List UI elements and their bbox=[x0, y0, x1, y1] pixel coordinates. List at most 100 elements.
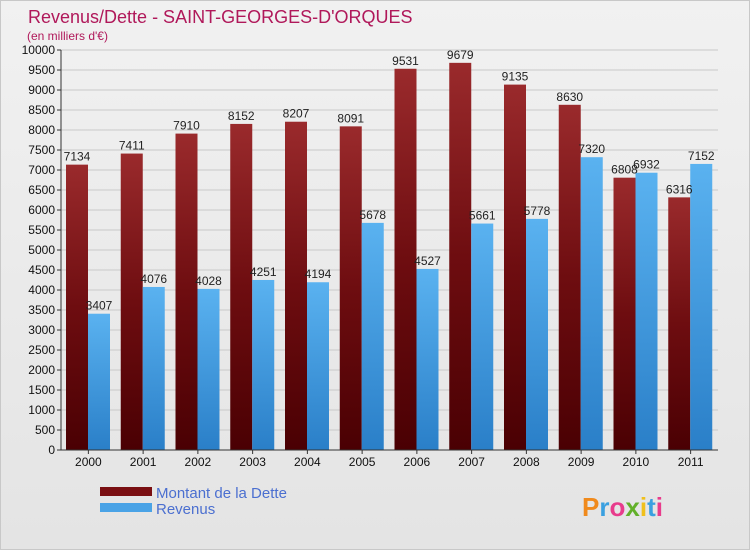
y-tick-label: 4500 bbox=[28, 263, 55, 277]
x-tick-label: 2006 bbox=[404, 455, 431, 469]
x-tick-label: 2008 bbox=[513, 455, 540, 469]
debt-bar bbox=[175, 133, 198, 450]
y-tick-label: 10000 bbox=[22, 43, 56, 57]
y-tick-label: 0 bbox=[48, 443, 55, 457]
x-tick-label: 2011 bbox=[678, 455, 704, 469]
y-tick-label: 6500 bbox=[28, 183, 55, 197]
y-tick-label: 9500 bbox=[28, 63, 55, 77]
debt-value-label: 8207 bbox=[283, 107, 310, 121]
axes: 0 500 1000 1500 2000 2500 3000 3500 4000 4500 5000… bbox=[22, 43, 718, 469]
y-tick-label: 3000 bbox=[28, 323, 55, 337]
bars bbox=[66, 62, 713, 451]
debt-bar bbox=[285, 121, 307, 450]
x-tick-label: 2000 bbox=[75, 455, 102, 469]
debt-bar bbox=[613, 177, 636, 450]
revenue-bar bbox=[252, 279, 275, 450]
revenue-value-label: 4527 bbox=[414, 254, 441, 268]
revenue-value-label: 4028 bbox=[195, 274, 222, 288]
revenue-bar bbox=[88, 313, 110, 450]
logo-text: Proxiti bbox=[582, 492, 663, 522]
y-tick-label: 5000 bbox=[28, 243, 55, 257]
debt-bar bbox=[558, 104, 581, 451]
revenue-bar bbox=[307, 282, 329, 450]
x-tick-label: 2003 bbox=[239, 455, 266, 469]
revenue-bar bbox=[361, 222, 384, 450]
debt-value-label: 9531 bbox=[392, 54, 419, 68]
revenue-bar bbox=[690, 163, 713, 451]
legend-swatch-revenue bbox=[100, 503, 152, 512]
revenue-value-label: 5661 bbox=[469, 209, 496, 223]
debt-value-label: 6316 bbox=[666, 182, 693, 196]
logo-letter: x bbox=[625, 492, 640, 522]
y-tick-label: 2000 bbox=[28, 363, 55, 377]
y-tick-label: 5500 bbox=[28, 223, 55, 237]
debt-bar bbox=[66, 164, 88, 450]
debt-value-label: 7910 bbox=[173, 119, 200, 133]
y-tick-label: 6000 bbox=[28, 203, 55, 217]
legend-swatch-debt bbox=[100, 487, 152, 496]
debt-value-label: 8091 bbox=[337, 111, 364, 125]
proxiti-logo: Proxiti bbox=[582, 492, 663, 522]
debt-value-label: 9679 bbox=[447, 48, 474, 62]
y-tick-label: 3500 bbox=[28, 303, 55, 317]
debt-bar bbox=[120, 153, 143, 450]
revenue-value-label: 6932 bbox=[633, 158, 660, 172]
revenue-bar bbox=[416, 268, 439, 450]
debt-value-label: 8630 bbox=[556, 90, 583, 104]
revenue-bar bbox=[142, 286, 165, 450]
y-tick-label: 4000 bbox=[28, 283, 55, 297]
logo-letter: P bbox=[582, 492, 599, 522]
y-tick-label: 2500 bbox=[28, 343, 55, 357]
x-tick-label: 2010 bbox=[623, 455, 650, 469]
revenue-value-label: 4251 bbox=[250, 265, 277, 279]
data-labels: 7134 3407 7411 4076 7910 4028 8152 4251 8207 4194… bbox=[64, 48, 715, 313]
revenue-value-label: 7152 bbox=[688, 149, 715, 163]
x-tick-label: 2007 bbox=[458, 455, 485, 469]
legend-label-debt: Montant de la Dette bbox=[156, 485, 287, 502]
revenue-value-label: 5778 bbox=[524, 204, 551, 218]
revenue-bar bbox=[526, 218, 548, 450]
y-tick-label: 1500 bbox=[28, 383, 55, 397]
debt-value-label: 6808 bbox=[611, 163, 638, 177]
y-tick-label: 8500 bbox=[28, 103, 55, 117]
debt-bar bbox=[449, 62, 472, 451]
debt-value-label: 8152 bbox=[228, 109, 255, 123]
legend-label-revenue: Revenus bbox=[156, 501, 215, 518]
logo-letter: t bbox=[647, 492, 656, 522]
y-tick-label: 1000 bbox=[28, 403, 55, 417]
y-tick-label: 9000 bbox=[28, 83, 55, 97]
debt-value-label: 9135 bbox=[502, 70, 529, 84]
y-tick-label: 500 bbox=[35, 423, 55, 437]
y-tick-label: 7500 bbox=[28, 143, 55, 157]
revenue-bar bbox=[471, 223, 494, 450]
logo-letter: i bbox=[656, 492, 663, 522]
debt-value-label: 7411 bbox=[119, 139, 145, 153]
revenue-value-label: 4076 bbox=[140, 272, 167, 286]
revenue-value-label: 7320 bbox=[578, 142, 605, 156]
chart-subtitle: (en milliers d'€) bbox=[27, 29, 108, 43]
x-tick-label: 2004 bbox=[294, 455, 321, 469]
revenue-bar bbox=[635, 172, 658, 450]
chart-title: Revenus/Dette - SAINT-GEORGES-D'ORQUES bbox=[28, 7, 413, 27]
debt-bar bbox=[504, 84, 526, 450]
revenue-value-label: 3407 bbox=[86, 299, 113, 313]
debt-bar bbox=[394, 68, 417, 450]
debt-bar bbox=[230, 123, 253, 451]
x-tick-label: 2001 bbox=[130, 455, 157, 469]
debt-value-label: 7134 bbox=[64, 150, 91, 164]
x-tick-label: 2009 bbox=[568, 455, 595, 469]
revenue-bar bbox=[197, 288, 220, 450]
logo-letter: o bbox=[609, 492, 625, 522]
revenue-value-label: 4194 bbox=[305, 267, 332, 281]
debt-bar bbox=[668, 197, 691, 450]
revenue-bar bbox=[580, 157, 603, 450]
x-tick-label: 2005 bbox=[349, 455, 376, 469]
revenue-value-label: 5678 bbox=[359, 208, 386, 222]
y-tick-label: 7000 bbox=[28, 163, 55, 177]
x-tick-label: 2002 bbox=[185, 455, 212, 469]
y-tick-label: 8000 bbox=[28, 123, 55, 137]
debt-bar bbox=[339, 126, 362, 451]
logo-letter: i bbox=[640, 492, 647, 522]
